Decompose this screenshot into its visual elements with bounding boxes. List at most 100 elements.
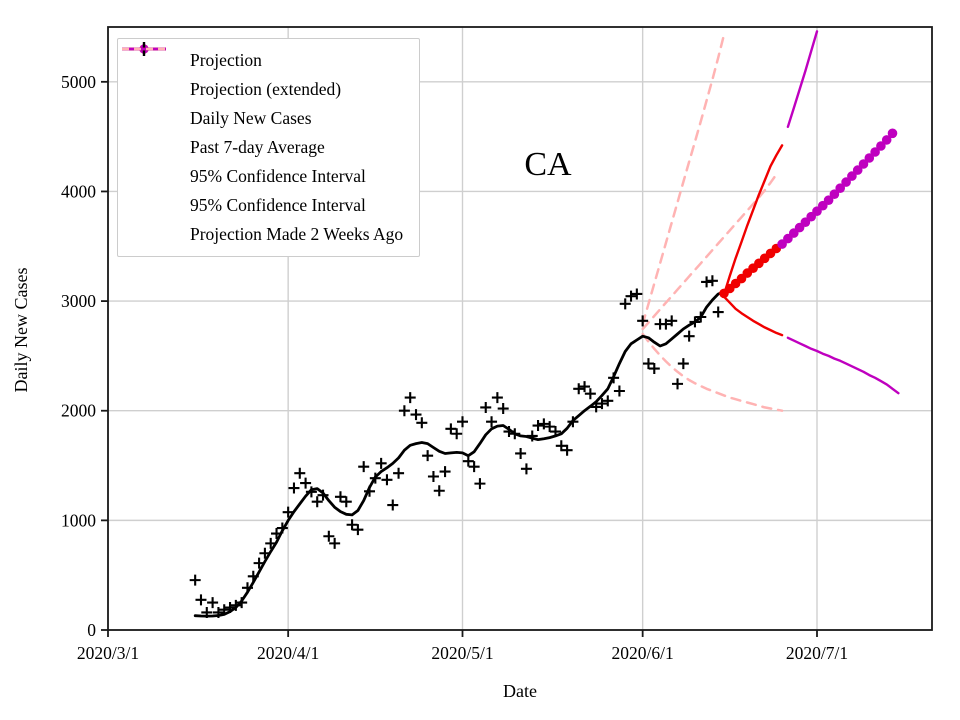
projection-extended-dots	[777, 128, 898, 249]
plus-marker	[393, 467, 405, 479]
plus-marker	[340, 496, 352, 508]
plus-marker	[526, 430, 538, 442]
plus-marker	[660, 318, 672, 330]
y-tick-label: 1000	[61, 510, 96, 530]
plus-marker	[579, 381, 591, 393]
plus-marker	[689, 316, 701, 328]
plus-marker	[381, 474, 393, 486]
dot-marker	[858, 159, 869, 169]
axes-spines	[107, 26, 933, 631]
plus-marker	[573, 383, 585, 395]
x-axis-label: Date	[503, 681, 537, 701]
plus-marker	[637, 315, 649, 327]
plus-marker	[404, 392, 416, 404]
plus-marker	[701, 276, 713, 288]
plus-marker	[451, 428, 463, 440]
plus-marker	[253, 557, 265, 569]
ci-upper-red-line	[722, 144, 784, 296]
dot-marker	[881, 135, 892, 145]
plus-marker	[509, 428, 521, 440]
plus-marker	[590, 401, 602, 413]
plus-marker	[486, 416, 498, 428]
legend-item-label: Projection (extended)	[190, 79, 342, 99]
plus-marker	[416, 417, 428, 429]
dot-marker	[876, 141, 886, 151]
plus-marker	[230, 599, 242, 611]
plus-marker	[445, 423, 457, 435]
ci-upper-magenta-line	[786, 30, 819, 129]
plus-marker	[189, 574, 201, 586]
plus-marker	[608, 372, 620, 384]
plus-marker	[207, 597, 219, 609]
plus-marker	[439, 466, 451, 478]
plus-marker	[218, 604, 230, 616]
plus-marker	[282, 506, 294, 518]
old-projection-center-line	[641, 173, 778, 331]
plus-marker	[625, 290, 637, 302]
dot-marker	[864, 153, 875, 163]
y-tick-label: 3000	[61, 291, 96, 311]
plus-marker	[666, 315, 678, 327]
plus-marker	[224, 602, 236, 614]
old-projection-upper-ci-line	[641, 33, 726, 326]
x-tick-label: 2020/5/1	[431, 643, 493, 663]
plus-marker	[695, 311, 707, 323]
dot-marker	[870, 147, 880, 157]
plus-marker	[538, 418, 550, 430]
plus-marker	[294, 467, 306, 479]
plus-marker	[265, 537, 277, 549]
dot-marker	[852, 165, 863, 175]
old-projection-lower-ci-line	[641, 332, 784, 412]
legend-item-label: Projection Made 2 Weeks Ago	[190, 224, 404, 244]
daily-new-cases-scatter	[189, 275, 724, 618]
plus-marker	[271, 528, 283, 540]
plus-marker	[364, 485, 376, 497]
plus-marker	[549, 426, 561, 438]
projection-dots	[719, 243, 782, 299]
plus-marker	[480, 401, 492, 413]
legend-item: Projection (extended)	[126, 44, 403, 104]
plus-marker	[212, 606, 224, 618]
plus-marker	[491, 392, 503, 404]
plus-marker	[672, 378, 684, 390]
plus-marker	[323, 530, 335, 542]
plus-marker	[329, 537, 341, 549]
plus-marker	[596, 398, 608, 410]
plus-marker	[631, 288, 643, 300]
state-annotation: CA	[524, 146, 572, 183]
x-tick-label: 2020/4/1	[257, 643, 319, 663]
dot-marker	[841, 177, 851, 187]
plus-marker	[532, 420, 544, 432]
plus-marker	[201, 606, 213, 618]
legend-item: Projection Made 2 Weeks Ago	[122, 47, 404, 249]
legend-item-label: Past 7-day Average	[190, 137, 325, 157]
plus-marker	[259, 547, 271, 559]
plus-marker	[520, 463, 532, 475]
plus-marker	[602, 395, 614, 407]
ci-lower-red-line	[722, 295, 784, 337]
plus-marker	[422, 450, 434, 462]
legend-item-label: Projection	[190, 50, 262, 70]
plus-marker	[195, 594, 207, 606]
plus-marker	[706, 275, 718, 287]
plus-marker	[236, 597, 248, 609]
plus-marker	[567, 416, 579, 428]
plus-marker	[427, 471, 439, 483]
plus-marker	[457, 416, 468, 428]
axis-ticks	[101, 80, 818, 637]
plus-marker	[642, 358, 654, 370]
plus-marker	[375, 457, 387, 469]
dot-marker	[835, 183, 845, 193]
plus-marker	[317, 489, 329, 501]
plus-marker	[276, 522, 288, 534]
legend-item-label: Daily New Cases	[190, 108, 312, 128]
y-tick-label: 5000	[61, 72, 96, 92]
plus-marker	[334, 491, 346, 503]
plus-marker	[561, 444, 573, 456]
x-tick-label: 2020/7/1	[786, 643, 848, 663]
dot-marker	[887, 128, 898, 139]
x-tick-label: 2020/3/1	[77, 643, 139, 663]
plus-marker	[619, 298, 631, 310]
legend-item: 95% Confidence Interval	[122, 47, 403, 220]
